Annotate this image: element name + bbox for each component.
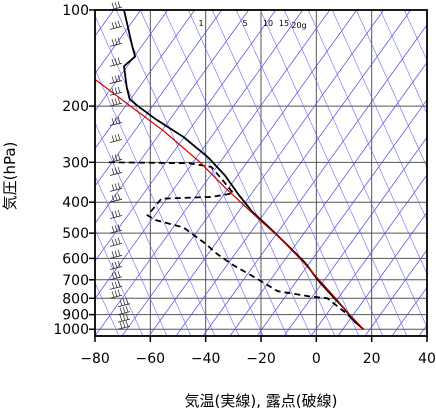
wind-barb: [109, 133, 123, 143]
mixing-ratio-labels: 1 5 10 15 20g: [198, 19, 306, 30]
wind-barb: [109, 260, 123, 270]
dry-adiabat-line: [308, 10, 427, 275]
isotherm-line: [283, 136, 427, 336]
dry-adiabat-line: [164, 10, 312, 336]
wind-barb: [109, 153, 123, 163]
temperature-line: [123, 10, 364, 330]
wind-barb: [109, 209, 123, 219]
isotherm-line: [337, 211, 427, 336]
wind-barb: [109, 1, 123, 11]
x-tick-label: −80: [80, 351, 110, 367]
y-tick-label: 700: [62, 273, 89, 289]
isotherm-line: [95, 10, 169, 112]
wind-barbs: [109, 1, 131, 330]
x-tick-label: −40: [191, 351, 221, 367]
x-tick-label: −20: [246, 351, 276, 367]
isotherm-line: [229, 61, 427, 336]
dry-adiabat-line: [212, 10, 360, 336]
y-tick-label: 100: [62, 3, 89, 19]
wind-barb: [109, 289, 123, 299]
isotherm-line: [95, 10, 331, 336]
wind-barb: [109, 249, 123, 259]
wind-barb: [109, 37, 123, 47]
wind-barb: [117, 305, 131, 316]
isotherm-line: [95, 10, 142, 75]
y-tick-label: 1000: [53, 322, 89, 338]
x-tick-label: 20: [363, 351, 381, 367]
dry-adiabat-line: [356, 10, 427, 168]
wind-barb: [117, 313, 131, 323]
y-tick-label: 600: [62, 251, 89, 267]
dry-adiabat-line: [380, 10, 427, 115]
dry-adiabat-line: [95, 121, 192, 336]
mixing-ratio-label: 20g: [291, 21, 306, 30]
y-tick-label: 200: [62, 99, 89, 115]
isotherm-line: [121, 10, 358, 336]
dry-adiabat-line: [260, 10, 408, 336]
isotherm-line: [175, 10, 412, 336]
wind-barb: [109, 20, 123, 30]
isotherm-line: [391, 286, 427, 336]
x-axis-title: 気温(実線), 露点(破線): [185, 392, 338, 410]
wind-barb: [109, 74, 123, 84]
wind-barb: [117, 297, 131, 308]
dewpoint-line: [108, 161, 365, 330]
wind-barb: [109, 182, 123, 192]
y-tick-label: 900: [62, 308, 89, 324]
x-tick-label: 0: [312, 351, 321, 367]
dry-adiabat-line: [95, 175, 168, 336]
wind-barb: [109, 193, 123, 203]
y-tick-label: 800: [62, 291, 89, 307]
dry-adiabat-line: [332, 10, 427, 222]
wind-barb: [109, 237, 123, 247]
y-tick-label: 300: [62, 155, 89, 171]
mixing-ratio-label: 1: [198, 19, 203, 28]
wind-barb: [109, 166, 123, 176]
dry-adiabat-line: [428, 10, 436, 336]
y-axis-title: 気圧(hPa): [1, 142, 19, 211]
isotherm-line: [256, 99, 427, 336]
y-tick-label: 500: [62, 226, 89, 242]
dry-adiabat-line: [95, 68, 216, 336]
dry-adiabat-line: [236, 10, 384, 336]
isotherm-line: [95, 10, 196, 150]
wind-barb: [109, 271, 123, 281]
isotherm-lines: [95, 10, 436, 336]
wind-barb: [109, 97, 123, 107]
wind-barb: [109, 57, 123, 67]
mixing-ratio-label: 5: [242, 19, 247, 28]
wind-barb: [109, 280, 123, 290]
dry-adiabat-line: [116, 10, 264, 336]
isotherm-line: [95, 10, 250, 225]
isotherm-line: [95, 10, 223, 187]
parcel-path-line: [95, 78, 364, 330]
dry-adiabat-line: [188, 10, 336, 336]
x-tick-label: −60: [136, 351, 166, 367]
x-axis-ticks: −80 −60 −40 −20 0 20 40: [80, 336, 436, 367]
dry-adiabat-line: [284, 10, 427, 328]
wind-barb: [109, 224, 123, 234]
x-tick-label: 40: [418, 351, 436, 367]
isotherm-line: [310, 174, 427, 336]
sounding-profiles: [95, 10, 365, 330]
mixing-ratio-label: 10: [263, 19, 273, 28]
isotherm-line: [364, 249, 427, 336]
y-tick-label: 400: [62, 195, 89, 211]
isotherm-line: [148, 10, 385, 336]
wind-barb: [109, 86, 123, 96]
wind-barb: [109, 116, 123, 126]
mixing-ratio-label: 15: [279, 19, 289, 28]
wind-barb: [117, 320, 131, 330]
isotherm-line: [95, 10, 304, 300]
isotherm-line: [202, 24, 427, 336]
